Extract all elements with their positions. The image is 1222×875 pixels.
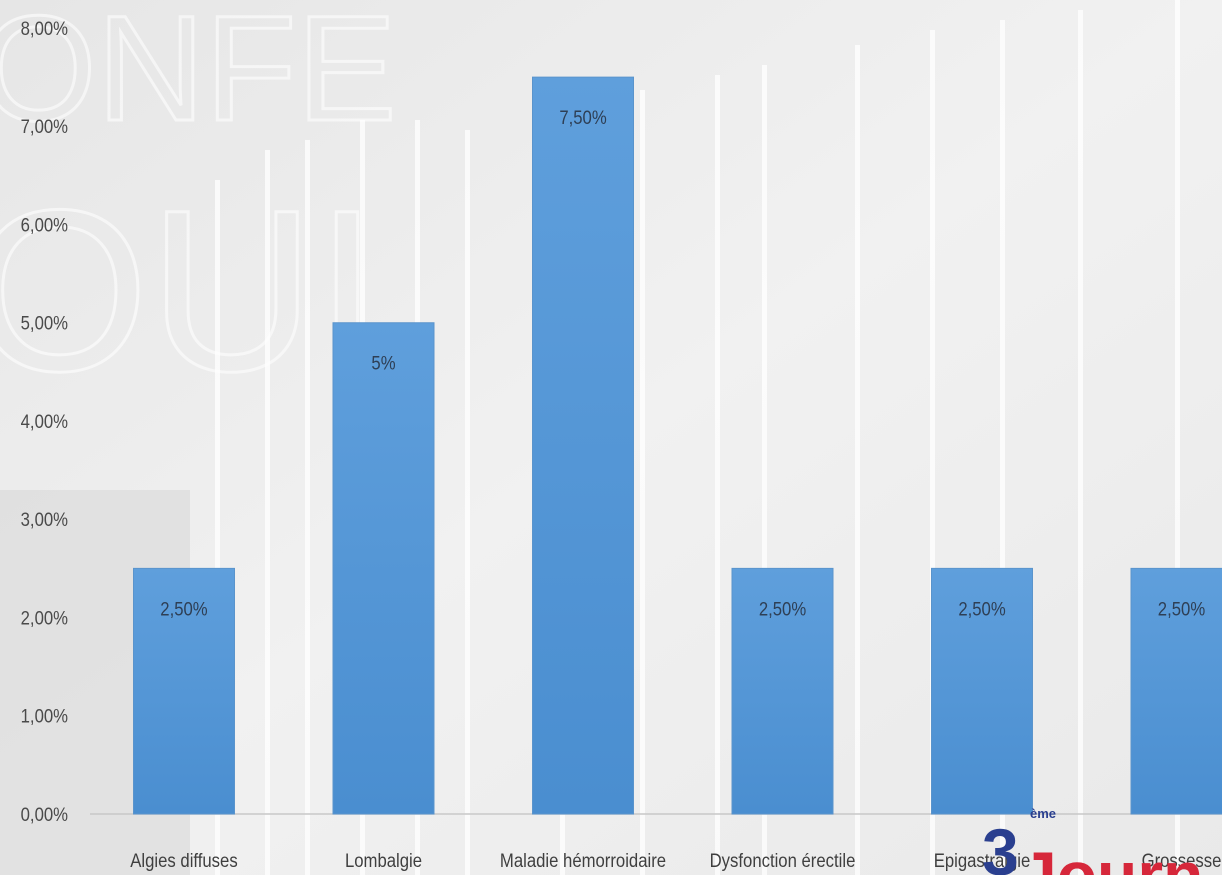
data-label: 2,50% — [958, 598, 1005, 619]
background-sign-line1: ONFE — [0, 0, 397, 152]
background-pole — [465, 130, 470, 875]
y-axis: 0,00% 1,00% 2,00% 3,00% 4,00% 5,00% 6,00% 7,00%… — [21, 18, 68, 825]
data-label: 2,50% — [1158, 598, 1205, 619]
bar — [731, 567, 834, 815]
y-tick-label: 6,00% — [21, 215, 68, 236]
category-labels: Algies diffuses Lombalgie Maladie hémorroi… — [130, 850, 1221, 871]
background-pole — [715, 75, 720, 875]
background-pole — [1175, 0, 1180, 875]
background-pole — [855, 45, 860, 875]
data-label: 7,50% — [559, 107, 606, 128]
y-tick-label: 0,00% — [21, 804, 68, 825]
y-tick-label: 8,00% — [21, 18, 68, 39]
category-label: Lombalgie — [345, 850, 422, 871]
background-pole — [215, 180, 220, 875]
logo-number: 3 — [982, 815, 1019, 875]
data-label: 2,50% — [759, 598, 806, 619]
background-pole — [762, 65, 767, 875]
category-label: Dysfonction érectile — [710, 850, 856, 871]
bar — [1130, 567, 1222, 815]
background-pole — [265, 150, 270, 875]
background-pole — [305, 140, 310, 875]
y-tick-label: 3,00% — [21, 509, 68, 530]
logo-superscript: ème — [1030, 806, 1056, 821]
background-pole — [930, 30, 935, 875]
y-tick-label: 7,00% — [21, 116, 68, 137]
y-tick-label: 4,00% — [21, 411, 68, 432]
background-pole — [1000, 20, 1005, 875]
category-label: Algies diffuses — [130, 850, 237, 871]
category-label: Grossesse — [1142, 850, 1222, 871]
bar — [931, 567, 1033, 815]
background-pole — [640, 90, 645, 875]
event-logo: 3 ème Journ — [982, 806, 1203, 875]
y-tick-label: 2,00% — [21, 608, 68, 629]
data-labels: 2,50% 5% 7,50% 2,50% 2,50% 2,50% — [160, 107, 1205, 619]
logo-word: Journ — [1020, 838, 1203, 875]
bars — [133, 76, 1222, 815]
bar — [532, 76, 634, 815]
category-label: Maladie hémorroidaire — [500, 850, 666, 871]
background-sign-line2: OUI — [0, 162, 379, 419]
y-tick-label: 5,00% — [21, 313, 68, 334]
data-label: 2,50% — [160, 598, 207, 619]
background-poles — [215, 0, 1180, 875]
category-label: Epigastralgie — [934, 850, 1031, 871]
y-tick-label: 1,00% — [21, 706, 68, 727]
background-pole — [1078, 10, 1083, 875]
bar — [133, 567, 235, 815]
data-label: 5% — [371, 353, 395, 374]
bar — [332, 322, 435, 815]
